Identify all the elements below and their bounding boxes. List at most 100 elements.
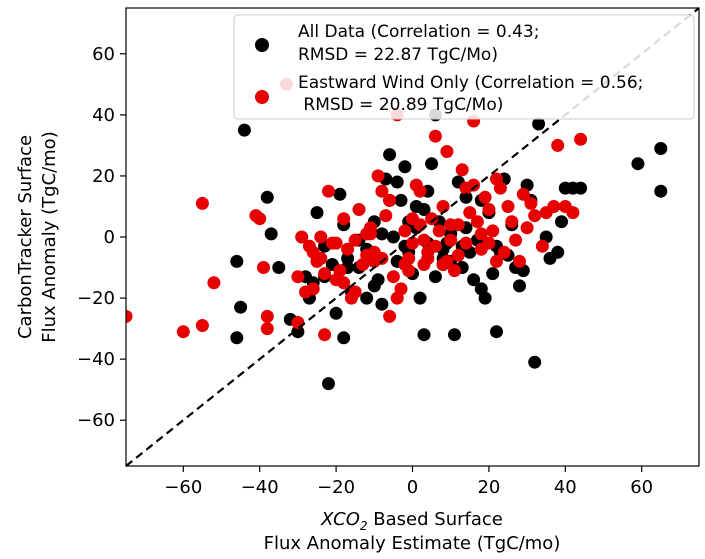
point-eastward-wind [551, 138, 565, 152]
point-all-data [260, 190, 274, 204]
point-eastward-wind [513, 254, 526, 268]
point-eastward-wind [314, 230, 328, 244]
x-tick-label: 0 [407, 477, 418, 498]
point-eastward-wind [306, 282, 320, 296]
point-eastward-wind [291, 270, 305, 284]
point-eastward-wind [467, 178, 481, 192]
point-all-data [310, 206, 324, 220]
point-eastward-wind [451, 248, 465, 262]
point-eastward-wind [432, 224, 446, 238]
point-all-data [230, 254, 244, 268]
point-all-data [486, 267, 500, 281]
point-eastward-wind [417, 258, 431, 271]
point-all-data [528, 355, 542, 369]
x-axis-label-line2: Flux Anomaly Estimate (TgC/mo) [264, 533, 561, 554]
point-eastward-wind [436, 200, 450, 213]
x-axis-label-rest: Based Surface [368, 509, 503, 530]
point-eastward-wind [318, 328, 332, 342]
point-all-data [474, 282, 488, 296]
point-eastward-wind [520, 221, 534, 235]
point-eastward-wind [126, 309, 133, 323]
x-tick-label: −40 [241, 477, 279, 498]
x-tick-label: 60 [630, 477, 653, 498]
legend-label-all-data-line2: RMSD = 22.87 TgC/Mo) [298, 45, 498, 65]
point-eastward-wind [448, 264, 461, 278]
point-eastward-wind [482, 236, 496, 250]
point-eastward-wind [444, 233, 458, 247]
points-layer [126, 77, 668, 391]
point-eastward-wind [425, 212, 439, 226]
point-eastward-wind [260, 309, 274, 323]
point-all-data [234, 300, 248, 314]
point-eastward-wind [348, 233, 362, 247]
point-eastward-wind [528, 209, 542, 223]
point-all-data [417, 328, 431, 342]
y-tick-label: 0 [104, 227, 115, 248]
point-eastward-wind [337, 276, 351, 290]
point-eastward-wind [318, 267, 332, 281]
y-tick-label: −60 [77, 410, 115, 431]
point-eastward-wind [406, 236, 419, 250]
point-all-data [291, 325, 305, 339]
point-eastward-wind [486, 224, 500, 238]
point-eastward-wind [295, 230, 309, 244]
point-all-data [322, 377, 335, 391]
x-tick-label: 40 [554, 477, 577, 498]
point-all-data [555, 215, 568, 229]
point-all-data [390, 175, 404, 189]
point-all-data [375, 297, 389, 311]
point-eastward-wind [497, 245, 511, 259]
point-eastward-wind [341, 242, 355, 256]
point-all-data [654, 184, 668, 198]
point-all-data [448, 328, 461, 342]
legend-marker-all-data [255, 38, 269, 52]
point-all-data [631, 157, 645, 171]
point-eastward-wind [337, 212, 351, 226]
point-eastward-wind [195, 319, 209, 332]
point-eastward-wind [455, 163, 469, 177]
point-eastward-wind [348, 285, 362, 299]
point-all-data [425, 157, 439, 171]
point-eastward-wind [501, 200, 515, 213]
point-all-data [337, 331, 351, 345]
x-tick-label: 20 [477, 477, 500, 498]
point-all-data [654, 142, 668, 155]
point-eastward-wind [257, 261, 270, 274]
point-eastward-wind [402, 251, 416, 265]
point-eastward-wind [333, 264, 347, 278]
point-all-data [513, 279, 526, 293]
y-tick-label: 60 [92, 44, 115, 65]
point-eastward-wind [413, 218, 427, 232]
point-eastward-wind [394, 282, 408, 296]
point-eastward-wind [490, 254, 503, 268]
point-eastward-wind [352, 203, 366, 216]
legend-box [233, 14, 695, 120]
y-tick-label: 40 [92, 105, 115, 126]
point-all-data [459, 190, 473, 204]
point-all-data [333, 187, 347, 201]
x-axis-label-line1: XCO2 Based Surface [320, 509, 503, 533]
y-tick-label: −20 [77, 288, 115, 309]
point-eastward-wind [379, 209, 393, 223]
point-eastward-wind [459, 236, 473, 250]
point-eastward-wind [440, 145, 454, 158]
point-eastward-wind [371, 169, 385, 183]
point-eastward-wind [253, 212, 267, 226]
y-tick-label: 20 [92, 166, 115, 187]
point-eastward-wind [207, 276, 221, 290]
y-axis-label-line2: Flux Anomaly (TgC/mo) [39, 131, 60, 342]
legend-label-all-data-line1: All Data (Correlation = 0.43; [298, 22, 539, 42]
point-eastward-wind [398, 224, 412, 238]
point-eastward-wind [470, 215, 484, 229]
point-eastward-wind [329, 236, 343, 250]
legend-label-eastward-wind-line1: Eastward Wind Only (Correlation = 0.56; [298, 73, 643, 93]
point-all-data [413, 291, 427, 305]
legend-label-eastward-wind-line2: RMSD = 20.89 TgC/Mo) [298, 95, 503, 115]
point-eastward-wind [516, 187, 530, 201]
point-eastward-wind [386, 270, 400, 284]
point-eastward-wind [375, 184, 389, 198]
point-eastward-wind [417, 233, 431, 247]
point-eastward-wind [547, 200, 561, 213]
